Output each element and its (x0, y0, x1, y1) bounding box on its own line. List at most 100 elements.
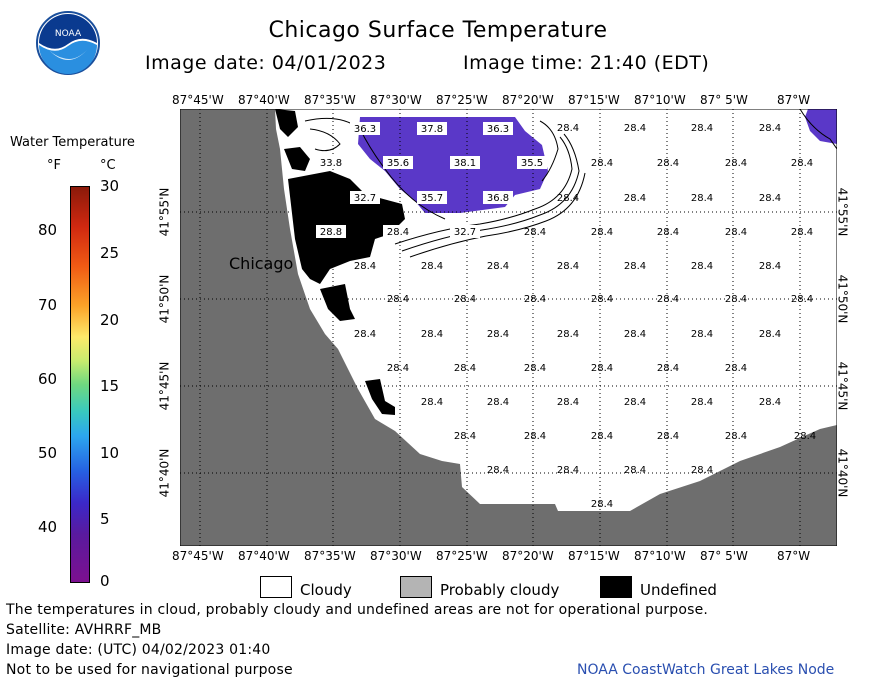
image-time: Image time: 21:40 (EDT) (463, 52, 710, 74)
temp-label: 28.4 (557, 123, 579, 134)
colorbar-unit-c: °C (100, 158, 116, 173)
lon-label: 87°30'W (370, 549, 422, 563)
undefined-area (365, 379, 395, 415)
city-label: Chicago (229, 254, 294, 273)
temp-label: 38.1 (454, 158, 476, 169)
temp-label: 28.4 (421, 329, 443, 340)
noaa-logo: NOAA (36, 11, 100, 75)
land-area (180, 109, 837, 546)
temp-label: 32.7 (454, 227, 476, 238)
colorbar-unit-f: °F (47, 158, 61, 173)
temp-label: 28.4 (791, 294, 813, 305)
temp-label: 28.4 (591, 158, 613, 169)
lon-label: 87° 5'W (700, 93, 748, 107)
temp-label: 28.4 (725, 227, 747, 238)
temp-label: 28.4 (624, 465, 646, 476)
colorbar (70, 186, 90, 583)
undefined-area (320, 284, 355, 321)
undefined-area (284, 147, 310, 171)
colorbar-c-tick: 20 (100, 311, 120, 329)
lon-label: 87°35'W (304, 549, 356, 563)
temp-label: 36.3 (354, 124, 376, 135)
temp-label: 28.4 (524, 294, 546, 305)
temp-label: 28.4 (557, 465, 579, 476)
lon-label: 87°40'W (238, 93, 290, 107)
graticule (180, 109, 837, 546)
lat-label: 41°50'N (835, 274, 850, 324)
temp-label: 28.4 (725, 158, 747, 169)
lon-label: 87°W (777, 549, 811, 563)
lon-label: 87°45'W (172, 549, 224, 563)
temp-label: 28.4 (354, 261, 376, 272)
temp-label: 28.4 (454, 294, 476, 305)
temp-label: 28.4 (387, 363, 409, 374)
temp-label: 37.8 (421, 124, 443, 135)
lon-label: 87°45'W (172, 93, 224, 107)
temp-label: 35.5 (521, 158, 543, 169)
temp-label: 28.4 (524, 431, 546, 442)
chicago-marker (298, 245, 306, 253)
colorbar-c-tick: 0 (100, 572, 110, 590)
temp-label: 35.7 (421, 193, 443, 204)
warm-water-patch (805, 109, 837, 144)
legend-swatch-cloudy (260, 576, 292, 598)
legend-label-probably-cloudy: Probably cloudy (440, 581, 560, 599)
temp-label: 28.4 (657, 294, 679, 305)
temp-label: 28.4 (691, 261, 713, 272)
temp-label: 28.4 (421, 261, 443, 272)
colorbar-c-tick: 5 (100, 510, 110, 528)
lat-label: 41°40'N (835, 448, 850, 498)
image-date: Image date: 04/01/2023 (145, 52, 387, 74)
temp-label: 28.4 (725, 431, 747, 442)
temp-label: 32.7 (354, 193, 376, 204)
lon-label: 87°25'W (436, 549, 488, 563)
temp-label: 28.4 (354, 329, 376, 340)
temp-label: 28.4 (557, 329, 579, 340)
page-title: Chicago Surface Temperature (268, 18, 608, 43)
legend-swatch-undefined (600, 576, 632, 598)
temp-label: 28.4 (791, 227, 813, 238)
lon-label: 87°15'W (568, 549, 620, 563)
temp-label: 28.4 (487, 329, 509, 340)
temp-label: 36.3 (487, 124, 509, 135)
lat-label: 41°45'N (835, 361, 850, 411)
footer-disclaimer: The temperatures in cloud, probably clou… (6, 602, 709, 618)
temperature-grid-values: 28.4 28.4 28.4 28.4 28.4 28.4 28.4 28.4 28.4 28.4… (354, 123, 816, 510)
temp-label: 28.4 (791, 158, 813, 169)
colorbar-title: Water Temperature (10, 135, 135, 150)
temp-label: 28.4 (691, 397, 713, 408)
temp-label: 28.4 (624, 329, 646, 340)
temp-label: 28.4 (657, 158, 679, 169)
temp-label: 28.4 (421, 397, 443, 408)
temp-label: 28.4 (657, 227, 679, 238)
temp-label: 28.4 (759, 193, 781, 204)
temp-label: 28.4 (591, 294, 613, 305)
temp-label: 28.4 (387, 227, 409, 238)
temp-label: 28.4 (759, 261, 781, 272)
temp-label: 28.4 (591, 499, 613, 510)
colorbar-f-tick: 80 (38, 221, 58, 239)
temp-label: 28.4 (759, 329, 781, 340)
temp-label: 28.4 (657, 431, 679, 442)
temp-label: 28.4 (454, 431, 476, 442)
colorbar-c-tick: 15 (100, 377, 120, 395)
colorbar-f-tick: 40 (38, 518, 58, 536)
lon-label: 87°10'W (634, 93, 686, 107)
lat-label: 41°40'N (157, 448, 172, 498)
colorbar-f-tick: 60 (38, 370, 58, 388)
temp-label: 28.4 (557, 397, 579, 408)
footer-satellite: Satellite: AVHRRF_MB (6, 622, 162, 638)
temp-label: 35.6 (387, 158, 409, 169)
lon-label: 87°10'W (634, 549, 686, 563)
temp-label: 36.8 (487, 193, 509, 204)
lon-label: 87°20'W (502, 549, 554, 563)
colorbar-c-tick: 30 (100, 177, 120, 195)
temp-label: 28.4 (691, 193, 713, 204)
temp-label: 28.4 (487, 261, 509, 272)
temp-label: 28.4 (794, 431, 816, 442)
lon-label: 87°W (777, 93, 811, 107)
lon-label: 87° 5'W (700, 549, 748, 563)
lon-label: 87°20'W (502, 93, 554, 107)
temp-label: 28.4 (725, 294, 747, 305)
temp-label: 28.4 (624, 397, 646, 408)
